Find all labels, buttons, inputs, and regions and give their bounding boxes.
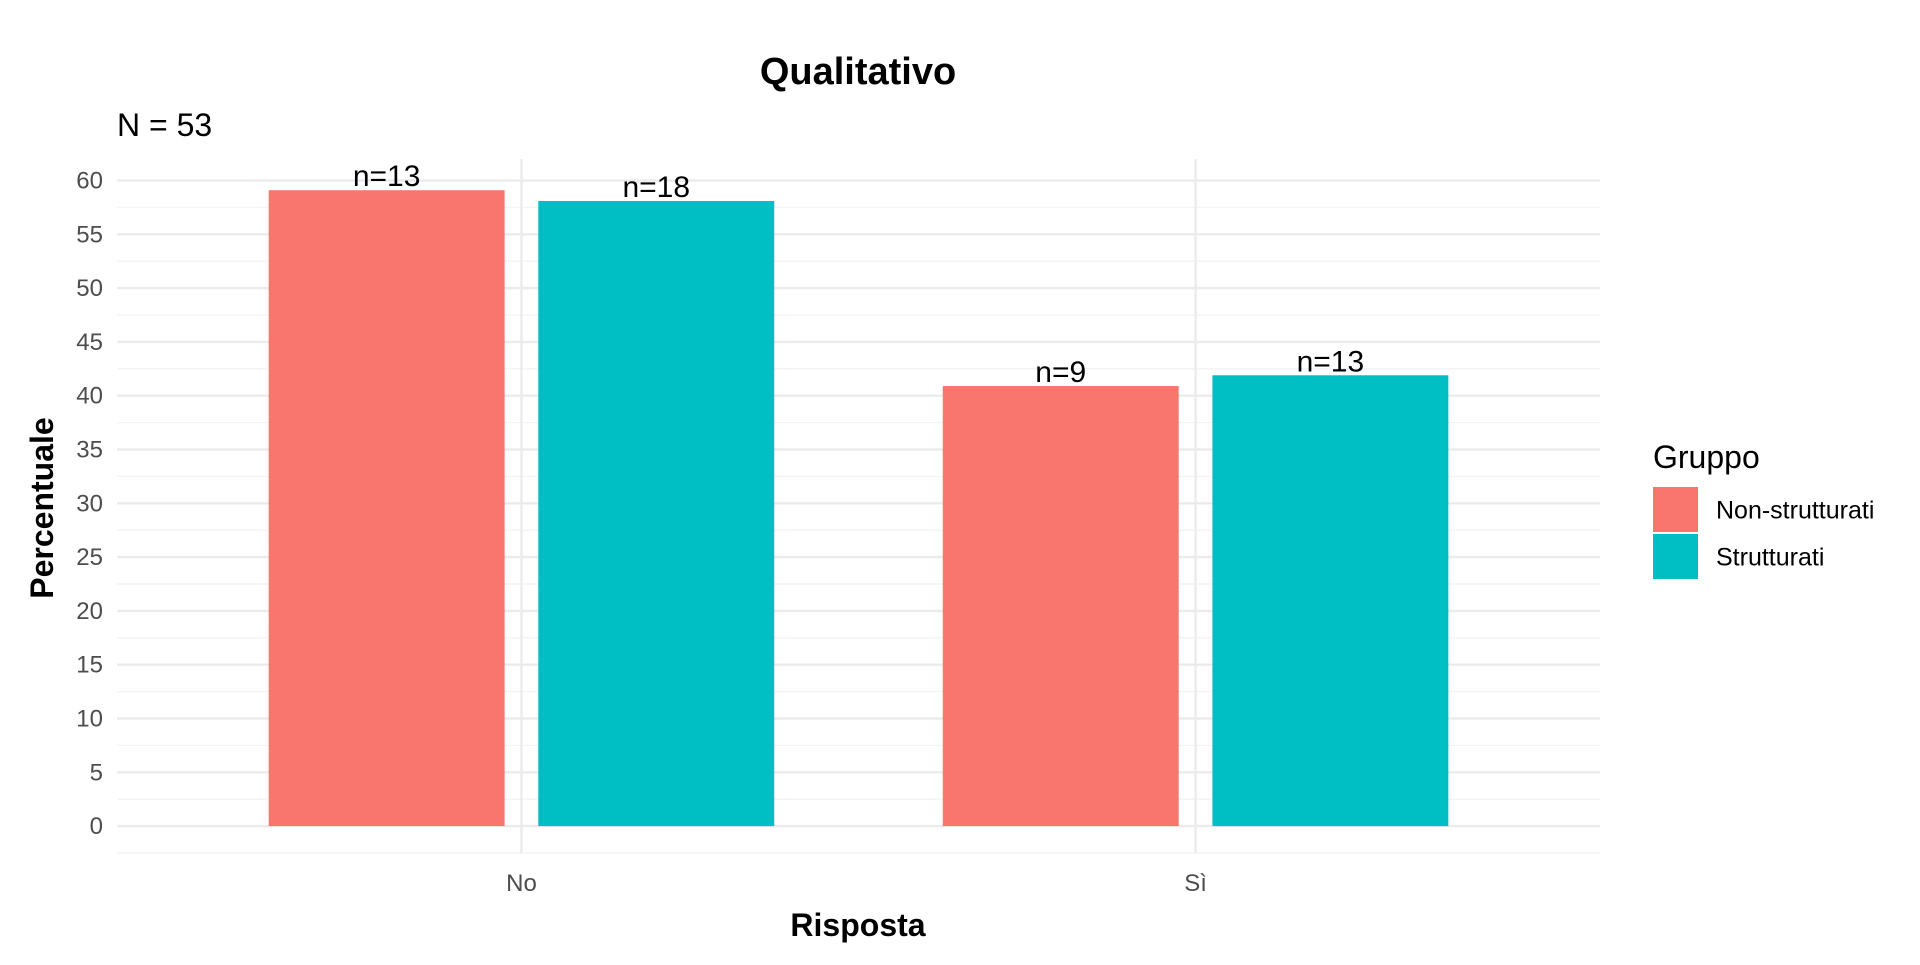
y-tick-label: 30 <box>76 490 103 517</box>
bar-data-label: n=13 <box>353 160 421 193</box>
bar <box>942 386 1179 827</box>
bar-data-label: n=13 <box>1297 345 1365 378</box>
y-tick-label: 15 <box>76 652 103 679</box>
y-tick-label: 0 <box>90 813 103 840</box>
y-tick-label: 20 <box>76 598 103 625</box>
legend: Gruppo Non-strutturati Strutturati <box>1653 439 1874 579</box>
legend-items: Non-strutturati Strutturati <box>1653 487 1874 579</box>
bar-data-label: n=9 <box>1035 356 1086 389</box>
legend-label: Non-strutturati <box>1716 497 1874 525</box>
bars-layer <box>268 190 1449 827</box>
y-tick-label: 25 <box>76 544 103 571</box>
bar <box>538 200 775 827</box>
axis-layer: 0 5 10 15 20 25 30 35 40 45 50 55 60 No Sì <box>76 168 1207 897</box>
x-tick-label: No <box>506 870 537 897</box>
legend-key <box>1653 534 1698 579</box>
labels-layer: n=13 n=9 n=18 n=13 <box>353 160 1364 389</box>
bar <box>1212 375 1449 827</box>
chart-title: Qualitativo <box>760 51 956 93</box>
chart-subtitle: N = 53 <box>117 107 212 143</box>
y-tick-label: 35 <box>76 437 103 464</box>
x-tick-label: Sì <box>1184 870 1207 897</box>
legend-key <box>1653 487 1698 532</box>
y-tick-label: 50 <box>76 275 103 302</box>
y-tick-label: 10 <box>76 706 103 733</box>
bar <box>268 190 505 827</box>
y-axis-title: Percentuale <box>24 417 60 598</box>
bar-data-label: n=18 <box>622 171 690 204</box>
y-tick-label: 60 <box>76 168 103 195</box>
y-tick-label: 45 <box>76 329 103 356</box>
y-tick-label: 40 <box>76 383 103 410</box>
y-tick-label: 55 <box>76 221 103 248</box>
legend-label: Strutturati <box>1716 544 1824 572</box>
x-axis-title: Risposta <box>790 907 925 943</box>
y-tick-label: 5 <box>90 759 103 786</box>
legend-title: Gruppo <box>1653 439 1760 475</box>
